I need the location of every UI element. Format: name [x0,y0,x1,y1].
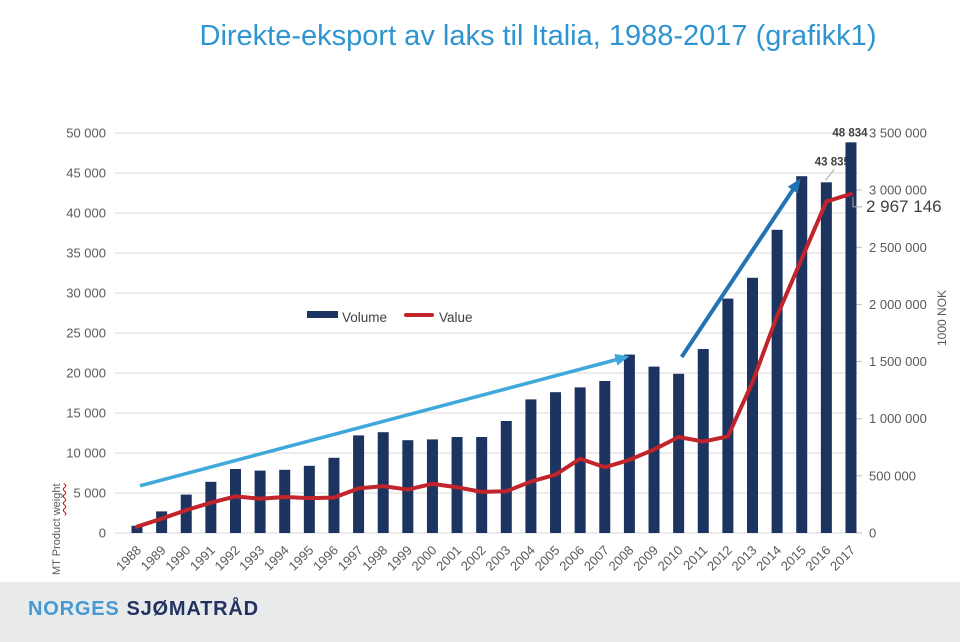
x-tick-label-2014: 2014 [753,543,784,574]
bar-1994 [279,469,291,533]
data-label-volume-2017: 48 834 [832,127,868,139]
norges-sjomatrad-logo: NORGES SJØMATRÅD [28,598,259,621]
bar-2005 [550,392,562,533]
right-axis-tick-label: 0 [869,526,876,541]
legend-label-value: Value [439,310,473,325]
x-tick-label-1995: 1995 [285,543,316,574]
bar-1988 [131,525,143,533]
left-axis-tick-label: 10 000 [66,446,106,461]
legend-label-volume: Volume [342,310,387,325]
x-tick-label-2010: 2010 [655,543,686,574]
bar-2003 [500,421,512,533]
left-axis-tick-label: 5 000 [73,486,106,501]
left-axis-tick-label: 30 000 [66,286,106,301]
page-title: Direkte-eksport av laks til Italia, 1988… [199,20,877,52]
x-tick-label-1993: 1993 [236,543,267,574]
x-tick-label-1994: 1994 [261,543,292,574]
bar-2010 [673,373,685,533]
x-tick-label-2017: 2017 [827,543,858,574]
x-tick-label-1998: 1998 [359,543,390,574]
left-axis-tick-label: 25 000 [66,326,106,341]
bar-2007 [599,381,611,533]
x-tick-label-2002: 2002 [458,543,489,574]
x-tick-label-1988: 1988 [113,543,144,574]
x-axis-labels: 1988198919901991199219931994199519961997… [113,543,858,574]
x-tick-label-2000: 2000 [409,543,440,574]
x-tick-label-1992: 1992 [212,543,243,574]
x-tick-label-1991: 1991 [187,543,218,574]
bar-2013 [747,277,758,533]
bar-1997 [353,435,365,533]
trend-arrow-2 [679,178,801,359]
legend-swatch-value [404,313,434,317]
value-line [135,191,853,529]
bar-2012 [722,298,734,533]
x-tick-label-2003: 2003 [482,543,513,574]
bar-1998 [377,432,389,533]
x-tick-label-2006: 2006 [556,543,587,574]
x-tick-label-2011: 2011 [680,543,710,573]
left-axis-tick-label: 45 000 [66,166,106,181]
x-tick-label-1997: 1997 [335,543,366,574]
left-axis-tick-label: 20 000 [66,366,106,381]
left-axis-tick-label: 15 000 [66,406,106,421]
bar-2016 [820,182,832,533]
logo-norges: NORGES [28,598,120,620]
right-axis-tick-label: 2 000 000 [869,297,927,312]
x-tick-label-2016: 2016 [802,543,833,574]
x-tick-label-1989: 1989 [138,543,169,574]
bar-1989 [156,511,168,533]
bar-2000 [426,439,438,533]
right-axis-tick-label: 1 500 000 [869,354,927,369]
bar-1991 [205,481,217,533]
x-tick-label-2004: 2004 [507,543,538,574]
legend-swatch-volume [307,311,338,318]
bar-2001 [451,437,463,533]
left-axis-tick-label: 0 [99,526,106,541]
x-tick-label-2015: 2015 [778,543,809,574]
x-tick-label-1999: 1999 [384,543,415,574]
right-axis-tick-label: 1 000 000 [869,411,927,426]
bar-2015 [796,176,808,533]
x-tick-label-2013: 2013 [729,543,760,574]
right-axis-tick-label: 500 000 [869,468,916,483]
logo-sjomatrad: SJØMATRÅD [126,598,259,620]
trend-arrow-1 [139,354,630,488]
data-label-volume-2016: 43 835 [815,156,851,168]
bar-1996 [328,457,340,533]
left-axis-tick-label: 35 000 [66,246,106,261]
bar-2014 [771,229,783,534]
x-tick-label-2007: 2007 [581,543,612,574]
left-axis-tick-label: 50 000 [66,126,106,141]
bar-1992 [229,469,241,533]
right-axis: 0 500 000 1 000 000 1 500 000 2 000 000 2 500… [855,126,927,541]
bar-2008 [623,354,635,533]
right-axis-tick-label: 3 000 000 [869,183,927,198]
footer-band [0,582,960,642]
leader-line-value-2017 [852,196,862,208]
leader-line-2016 [824,169,835,181]
x-tick-label-1996: 1996 [310,543,341,574]
bar-1999 [402,440,414,533]
bar-2017 [845,142,857,533]
volume-bars [131,142,857,534]
x-tick-label-2005: 2005 [532,543,563,574]
left-axis-tick-label: 40 000 [66,206,106,221]
right-axis-tick-label: 3 500 000 [869,126,927,141]
x-tick-label-2009: 2009 [630,543,661,574]
x-tick-label-1990: 1990 [162,543,193,574]
bar-1990 [180,494,192,533]
legend: Volume Value [307,310,473,325]
x-tick-label-2012: 2012 [704,543,735,574]
x-tick-label-2008: 2008 [605,543,636,574]
right-axis-tick-label: 2 500 000 [869,240,927,255]
bar-1993 [254,470,266,533]
data-label-value-2017: 2 967 146 [866,197,942,216]
bar-2002 [476,437,488,533]
bar-2004 [525,399,537,533]
x-tick-label-2001: 2001 [433,543,464,574]
